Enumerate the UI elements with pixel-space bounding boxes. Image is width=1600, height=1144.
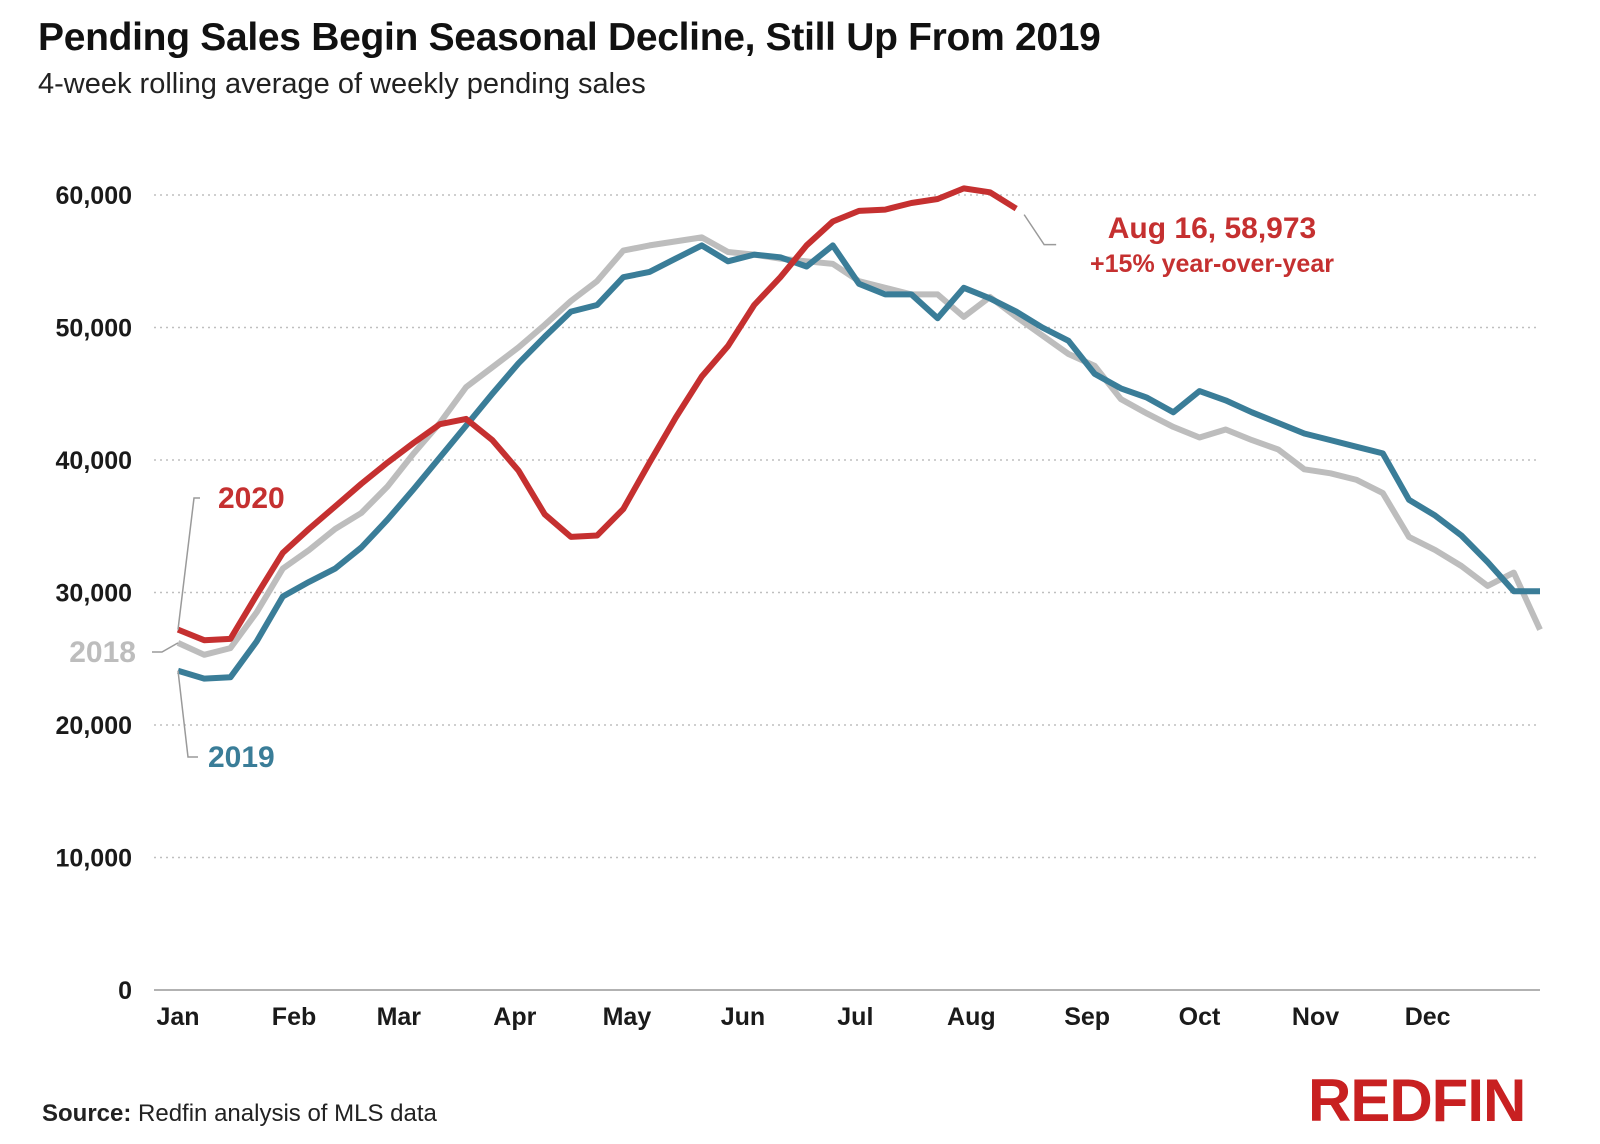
x-tick-label-feb: Feb (272, 1003, 316, 1031)
series-label-2020: 2020 (218, 482, 285, 515)
x-tick-label-aug: Aug (947, 1003, 996, 1031)
x-tick-label-jul: Jul (837, 1003, 873, 1031)
source-note: Source: Redfin analysis of MLS data (42, 1100, 437, 1128)
leader-2019 (177, 670, 198, 758)
series-label-2018: 2018 (69, 636, 136, 669)
source-text: Redfin analysis of MLS data (138, 1100, 437, 1127)
y-tick-label: 10,000 (56, 845, 132, 873)
source-label: Source: (42, 1100, 132, 1127)
leader-2020 (177, 497, 200, 630)
series-line-2019 (177, 242, 1540, 682)
series-line-2020 (176, 185, 1018, 644)
leader-annotation (1023, 214, 1057, 246)
y-tick-label: 60,000 (56, 182, 132, 210)
annotation-latest-value: Aug 16, 58,973 (1108, 212, 1316, 245)
redfin-logo: REDFIN (1308, 1067, 1526, 1134)
x-tick-label-jan: Jan (156, 1003, 199, 1031)
y-tick-label: 20,000 (56, 712, 132, 740)
y-tick-label: 40,000 (56, 447, 132, 475)
x-tick-label-may: May (603, 1003, 652, 1031)
x-tick-label-mar: Mar (377, 1003, 422, 1031)
y-tick-label: 50,000 (56, 315, 132, 343)
x-tick-label-sep: Sep (1064, 1003, 1110, 1031)
chart-subtitle: 4-week rolling average of weekly pending… (38, 68, 646, 100)
chart-title: Pending Sales Begin Seasonal Decline, St… (38, 16, 1101, 59)
y-tick-label: 0 (118, 977, 132, 1005)
x-tick-label-oct: Oct (1179, 1003, 1221, 1031)
x-tick-label-jun: Jun (721, 1003, 765, 1031)
x-tick-label-dec: Dec (1405, 1003, 1451, 1031)
x-tick-label-apr: Apr (493, 1003, 536, 1031)
series-label-2019: 2019 (208, 741, 275, 774)
x-tick-label-nov: Nov (1292, 1003, 1339, 1031)
leader-2018 (152, 642, 179, 653)
y-tick-label: 30,000 (56, 580, 132, 608)
annotation-yoy-change: +15% year-over-year (1090, 250, 1334, 278)
